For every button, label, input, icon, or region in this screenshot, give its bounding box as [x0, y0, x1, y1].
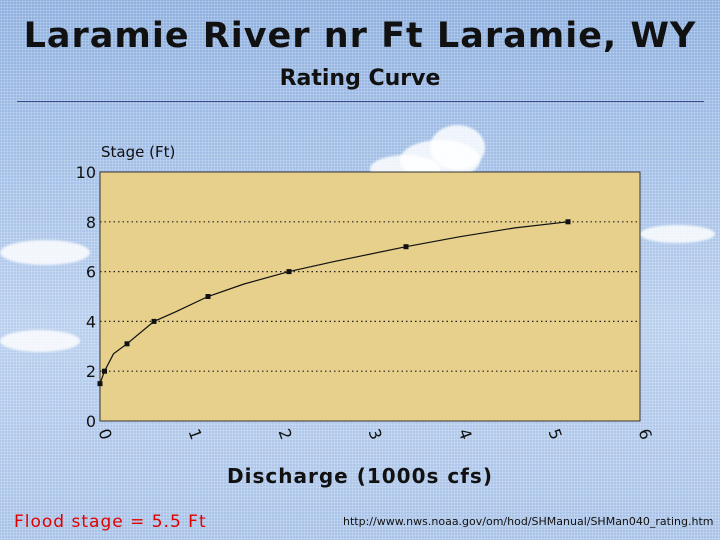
y-tick-label: 4: [86, 312, 96, 331]
x-tick-label: 3: [364, 426, 385, 442]
y-axis-label: Stage (Ft): [101, 143, 175, 161]
y-tick-label: 0: [86, 412, 96, 431]
data-point: [124, 341, 130, 347]
data-point: [102, 368, 107, 374]
y-tick-label: 10: [76, 163, 96, 182]
x-tick-label: 5: [544, 426, 565, 442]
data-point: [286, 269, 292, 275]
x-tick-label: 4: [454, 426, 475, 442]
cloud: [430, 125, 485, 170]
plot-area: [99, 171, 641, 422]
page-title: Laramie River nr Ft Laramie, WY: [23, 16, 697, 56]
y-tick-label: 8: [86, 213, 96, 232]
x-tick-label: 1: [184, 426, 205, 442]
x-tick-label: 6: [634, 426, 655, 442]
data-point: [403, 244, 409, 250]
flood-stage-note: Flood stage = 5.5 Ft: [14, 512, 207, 532]
data-point: [97, 381, 103, 387]
x-tick-label: 0: [94, 426, 115, 442]
y-tick-label: 6: [86, 263, 96, 282]
chart-subtitle: Rating Curve: [279, 66, 441, 91]
data-point: [151, 318, 157, 324]
cloud: [0, 240, 90, 265]
rating-curve-line: [99, 221, 569, 384]
source-url: http://www.nws.noaa.gov/om/hod/SHManual/…: [343, 515, 714, 528]
cloud: [640, 225, 715, 243]
y-tick-label: 2: [86, 362, 96, 381]
data-point: [205, 294, 211, 299]
data-point: [565, 219, 571, 225]
x-axis-label: Discharge (1000s cfs): [227, 464, 493, 488]
title-divider: [17, 101, 704, 102]
cloud: [0, 330, 80, 352]
x-tick-label: 2: [274, 426, 295, 442]
